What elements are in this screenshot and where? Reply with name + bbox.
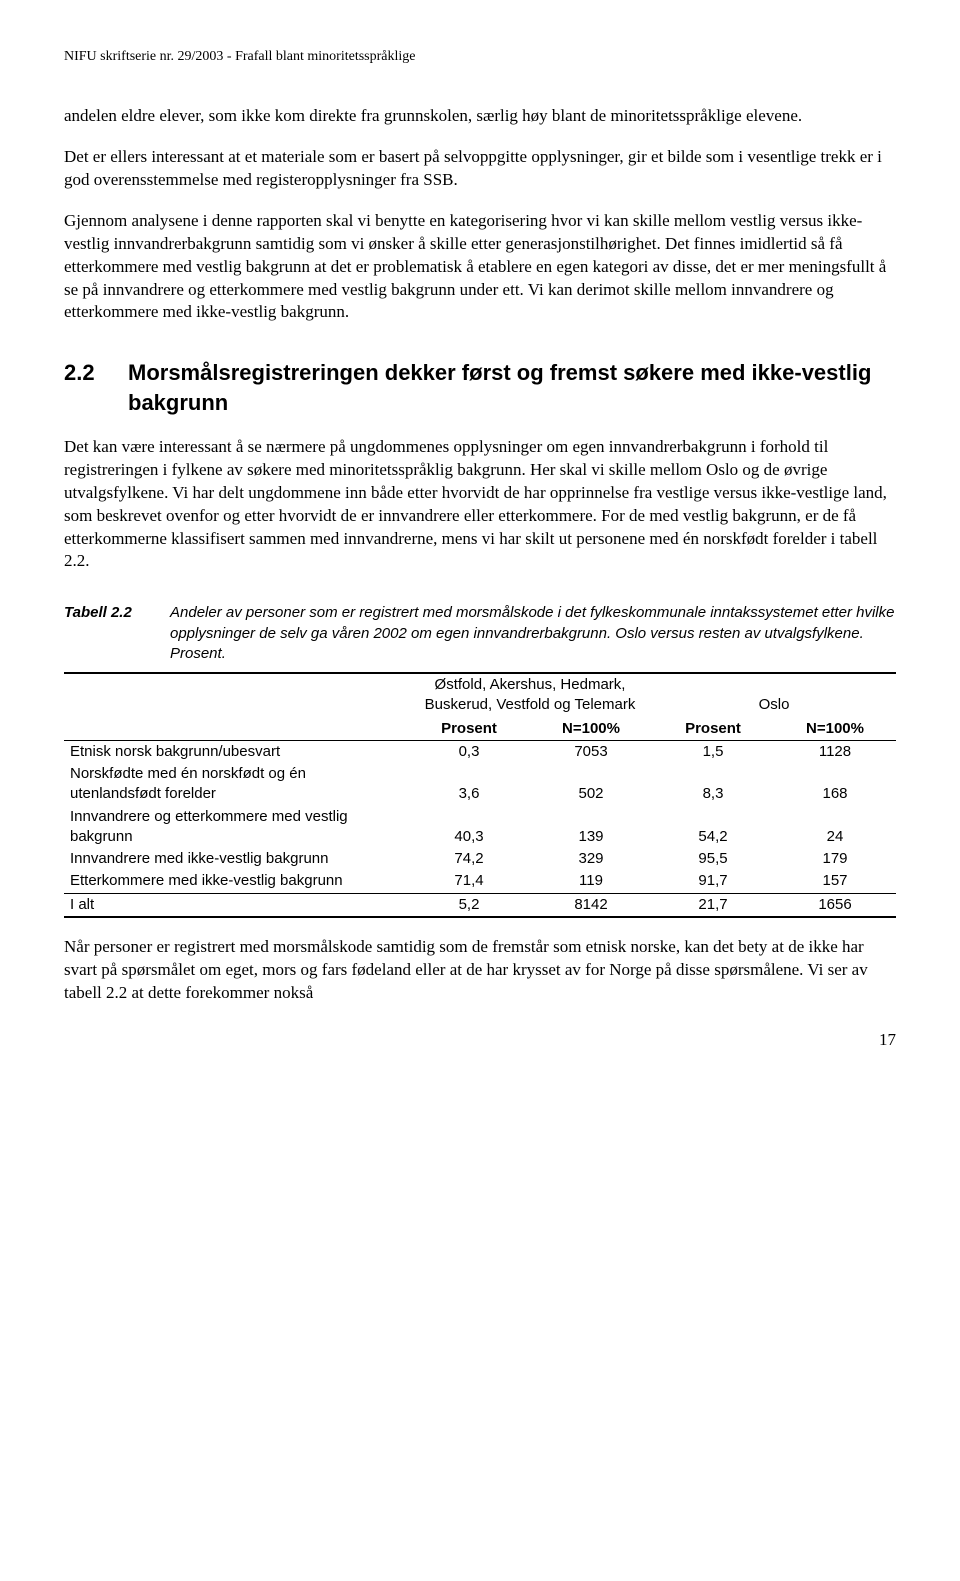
body-paragraph: Det kan være interessant å se nærmere på… [64, 436, 896, 574]
table-col-header: Prosent [408, 718, 530, 741]
table-row: Etterkommere med ikke-vestlig bakgrunn 7… [64, 870, 896, 893]
table-row: Innvandrere og etterkommere med vestlig … [64, 806, 896, 849]
cell: 502 [530, 763, 652, 806]
row-label: Etterkommere med ikke-vestlig bakgrunn [64, 870, 408, 893]
table-label: Tabell 2.2 [64, 603, 170, 664]
cell: 139 [530, 806, 652, 849]
table-row: Etnisk norsk bakgrunn/ubesvart 0,3 7053 … [64, 740, 896, 763]
cell: 5,2 [408, 893, 530, 917]
table-group-header: Oslo [652, 673, 896, 718]
table-header-blank [64, 673, 408, 718]
body-paragraph: andelen eldre elever, som ikke kom direk… [64, 105, 896, 128]
table-row: Norskfødte med én norskfødt og én utenla… [64, 763, 896, 806]
cell: 1128 [774, 740, 896, 763]
table-col-header: N=100% [530, 718, 652, 741]
page-number: 17 [64, 1029, 896, 1052]
table-caption: Tabell 2.2 Andeler av personer som er re… [64, 603, 896, 664]
body-paragraph: Gjennom analysene i denne rapporten skal… [64, 210, 896, 325]
cell: 71,4 [408, 870, 530, 893]
table-col-header: N=100% [774, 718, 896, 741]
running-header: NIFU skriftserie nr. 29/2003 - Frafall b… [64, 48, 896, 67]
cell: 21,7 [652, 893, 774, 917]
table-header-blank [64, 718, 408, 741]
cell: 8142 [530, 893, 652, 917]
cell: 7053 [530, 740, 652, 763]
table-col-header: Prosent [652, 718, 774, 741]
table-row: Innvandrere med ikke-vestlig bakgrunn 74… [64, 848, 896, 870]
cell: 119 [530, 870, 652, 893]
data-table: Østfold, Akershus, Hedmark, Buskerud, Ve… [64, 672, 896, 918]
cell: 1656 [774, 893, 896, 917]
cell: 8,3 [652, 763, 774, 806]
table-group-header: Østfold, Akershus, Hedmark, Buskerud, Ve… [408, 673, 652, 718]
cell: 157 [774, 870, 896, 893]
cell: 3,6 [408, 763, 530, 806]
row-label: Etnisk norsk bakgrunn/ubesvart [64, 740, 408, 763]
row-label: Innvandrere med ikke-vestlig bakgrunn [64, 848, 408, 870]
cell: 329 [530, 848, 652, 870]
row-label: Innvandrere og etterkommere med vestlig … [64, 806, 408, 849]
body-paragraph: Det er ellers interessant at et material… [64, 146, 896, 192]
table-caption-text: Andeler av personer som er registrert me… [170, 603, 896, 664]
cell: 74,2 [408, 848, 530, 870]
table-total-row: I alt 5,2 8142 21,7 1656 [64, 893, 896, 917]
section-title: Morsmålsregistreringen dekker først og f… [128, 358, 896, 417]
cell: 54,2 [652, 806, 774, 849]
row-label: I alt [64, 893, 408, 917]
body-paragraph: Når personer er registrert med morsmålsk… [64, 936, 896, 1005]
section-number: 2.2 [64, 358, 128, 417]
row-label: Norskfødte med én norskfødt og én utenla… [64, 763, 408, 806]
cell: 24 [774, 806, 896, 849]
cell: 0,3 [408, 740, 530, 763]
cell: 91,7 [652, 870, 774, 893]
cell: 40,3 [408, 806, 530, 849]
cell: 1,5 [652, 740, 774, 763]
cell: 95,5 [652, 848, 774, 870]
section-heading: 2.2 Morsmålsregistreringen dekker først … [64, 358, 896, 417]
cell: 179 [774, 848, 896, 870]
cell: 168 [774, 763, 896, 806]
